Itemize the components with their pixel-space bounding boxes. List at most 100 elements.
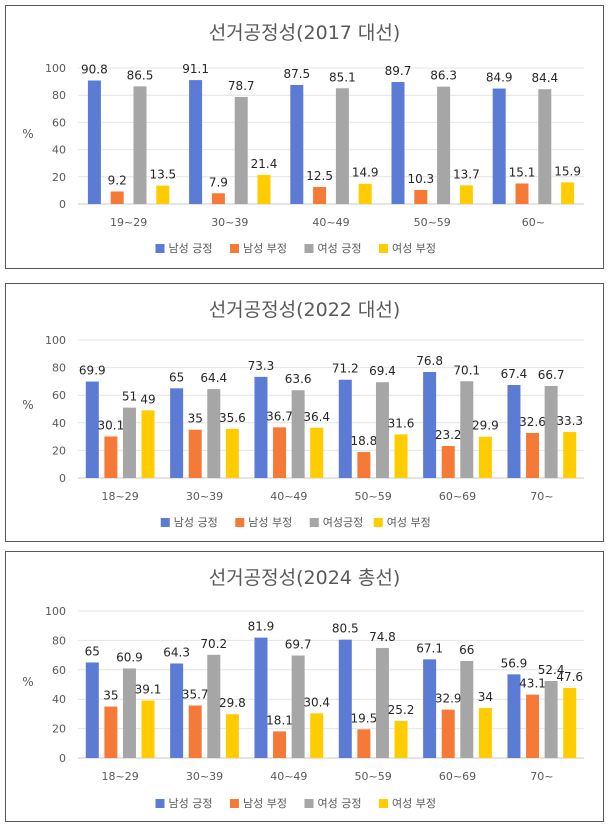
bar: [234, 96, 248, 204]
data-label: 70.2: [200, 637, 227, 651]
data-label: 10.3: [407, 172, 434, 186]
x-tick-label: 50~59: [355, 770, 392, 783]
bar: [207, 654, 221, 758]
data-label: 25.2: [388, 703, 415, 717]
data-label: 29.8: [219, 696, 246, 710]
data-label: 35: [103, 689, 118, 703]
bar: [310, 713, 324, 758]
x-tick-label: 70~: [530, 490, 553, 503]
bar: [189, 80, 203, 204]
legend-label: 남성 긍정: [169, 242, 213, 255]
bar: [492, 88, 506, 204]
chart-panel-2017: 선거공정성(2017 대선)% 0 20 40 60 80 100 19~29 90.8 9.2 8…: [5, 5, 604, 269]
y-tick-label: 60: [52, 116, 66, 129]
x-tick-label: 40~49: [270, 770, 307, 783]
data-label: 73.3: [248, 359, 275, 373]
data-label: 80.5: [332, 622, 359, 636]
bar: [459, 185, 473, 204]
data-label: 36.7: [266, 409, 293, 423]
bar: [544, 680, 558, 758]
bar: [538, 89, 552, 204]
y-tick-label: 20: [52, 444, 66, 457]
bar: [394, 720, 408, 758]
data-label: 43.1: [519, 677, 546, 691]
legend-label: 남성 부정: [243, 797, 287, 810]
x-tick-label: 70~: [530, 770, 553, 783]
legend-label: 여성 긍정: [318, 797, 362, 810]
bar: [515, 183, 529, 204]
data-label: 15.9: [554, 164, 581, 178]
bar: [441, 445, 455, 478]
data-label: 34: [478, 690, 493, 704]
bar: [188, 429, 202, 478]
data-label: 7.9: [209, 175, 228, 189]
legend-swatch: [379, 244, 388, 253]
y-tick-label: 100: [45, 334, 66, 347]
bar: [85, 381, 99, 478]
x-tick-label: 60~: [522, 216, 545, 229]
bar: [188, 705, 202, 758]
bar: [423, 659, 437, 758]
bar: [563, 688, 577, 758]
data-label: 23.2: [435, 428, 462, 442]
bar: [122, 407, 136, 478]
bar: [254, 376, 268, 478]
data-label: 35.6: [219, 411, 246, 425]
legend-swatch: [309, 518, 319, 527]
legend-label: 여성 부정: [387, 516, 431, 529]
legend-swatch: [235, 518, 245, 527]
y-tick-label: 40: [52, 144, 66, 157]
x-tick-label: 60~69: [439, 490, 476, 503]
data-label: 19.5: [351, 711, 378, 725]
y-axis-label: %: [22, 398, 33, 412]
bar: [394, 434, 408, 478]
bar: [207, 389, 221, 478]
bar: [141, 410, 155, 478]
y-tick-label: 80: [52, 362, 66, 375]
x-tick-label: 18~29: [102, 770, 139, 783]
data-label: 49: [140, 392, 155, 406]
data-label: 18.1: [266, 713, 293, 727]
data-label: 76.8: [416, 354, 443, 368]
y-axis-label: %: [22, 127, 33, 141]
bar: [141, 700, 155, 758]
data-label: 29.9: [472, 419, 499, 433]
x-tick-label: 30~39: [211, 216, 248, 229]
data-label: 69.7: [285, 638, 312, 652]
data-label: 30.1: [98, 418, 125, 432]
bar: [170, 663, 184, 758]
x-tick-label: 40~49: [312, 216, 349, 229]
data-label: 74.8: [369, 630, 396, 644]
data-label: 35: [188, 412, 203, 426]
bar: [375, 382, 389, 478]
bar: [357, 452, 371, 478]
x-tick-label: 40~49: [270, 490, 307, 503]
legend-swatch: [160, 518, 170, 527]
bar: [460, 660, 474, 758]
legend-swatch: [304, 799, 314, 808]
x-tick-label: 18~29: [102, 490, 139, 503]
data-label: 86.5: [127, 68, 154, 82]
data-label: 86.3: [430, 69, 457, 83]
y-tick-label: 60: [52, 664, 66, 677]
legend-label: 여성 부정: [392, 242, 436, 255]
y-tick-label: 80: [52, 634, 66, 647]
bar: [170, 388, 184, 478]
bar: [357, 729, 371, 758]
chart-panel-2024: 선거공정성(2024 총선)% 0 20 40 60 80 100 18~29 65 35 60.9…: [5, 551, 604, 822]
bar: [85, 662, 99, 758]
y-tick-label: 40: [52, 693, 66, 706]
bar: [104, 436, 118, 478]
legend-swatch: [155, 244, 165, 253]
x-tick-label: 30~39: [186, 490, 223, 503]
bar: [335, 88, 349, 204]
bar: [291, 390, 305, 478]
data-label: 12.5: [306, 169, 333, 183]
bar: [437, 86, 451, 204]
bar: [544, 385, 558, 478]
bar: [313, 187, 327, 204]
data-label: 33.3: [556, 414, 583, 428]
data-label: 70.1: [453, 363, 480, 377]
x-tick-label: 50~59: [414, 216, 451, 229]
bar: [225, 714, 239, 758]
